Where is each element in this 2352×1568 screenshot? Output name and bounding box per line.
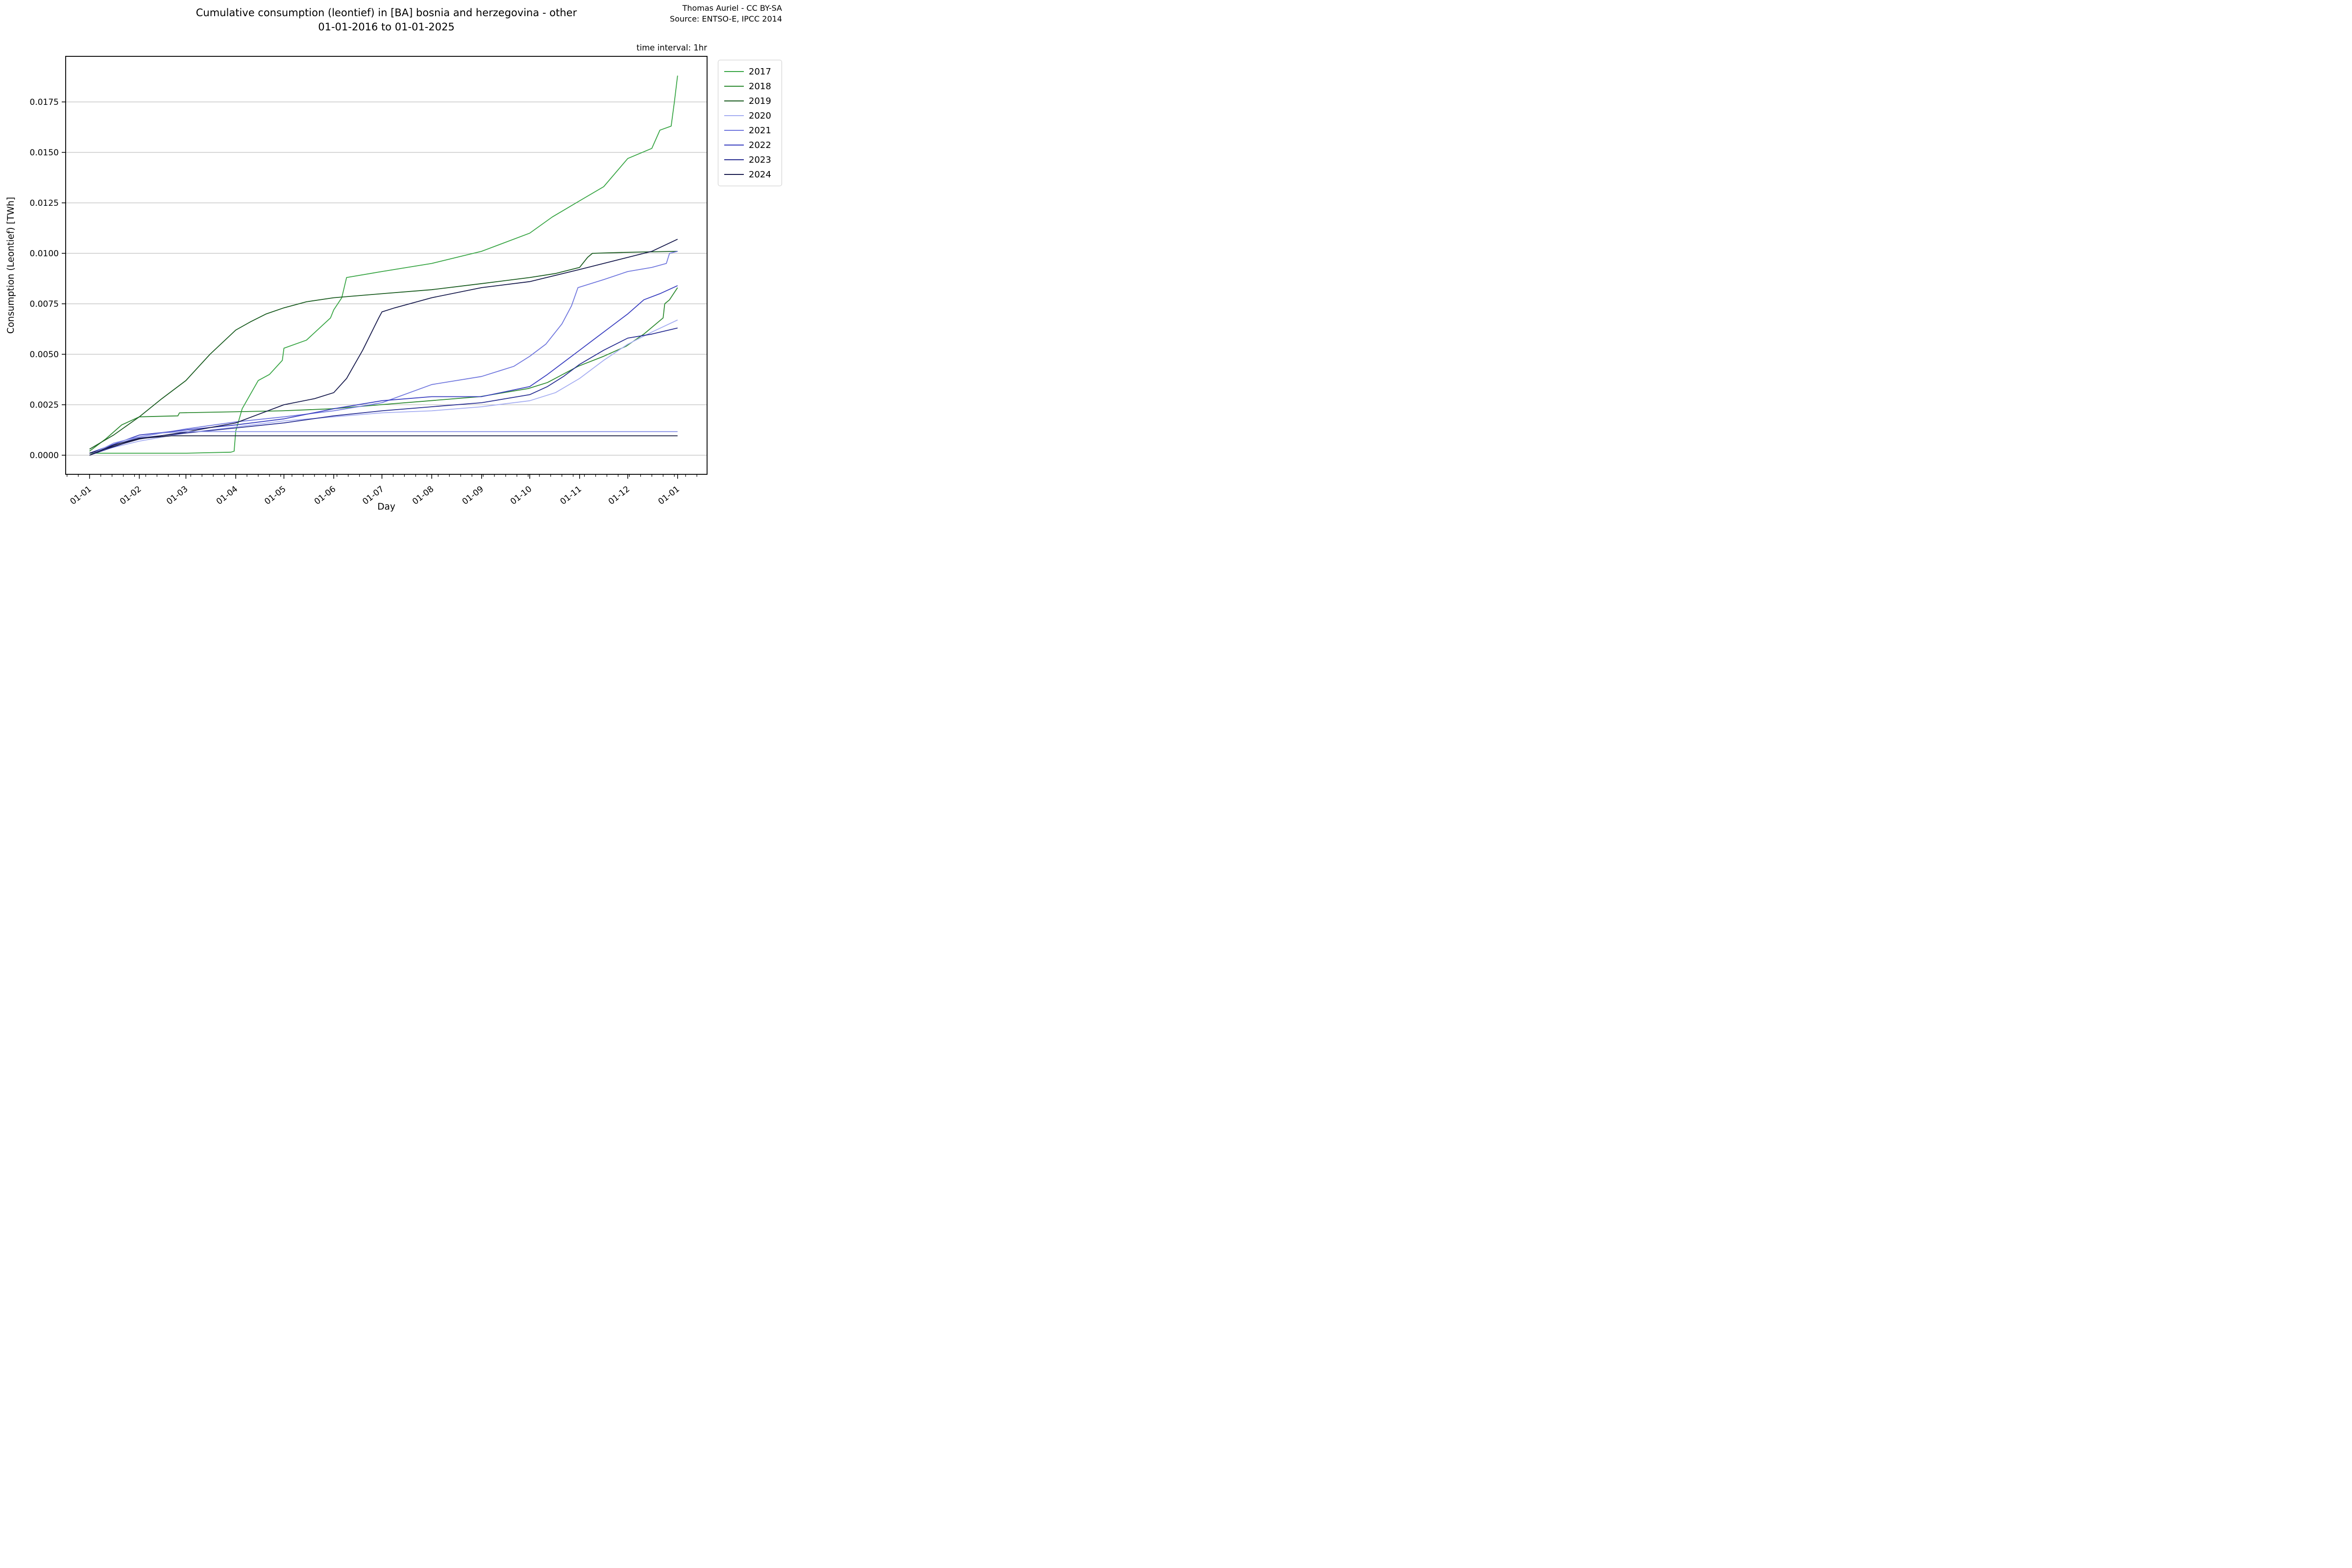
series-line-2020 <box>89 319 678 454</box>
x-tick-label-10: 01-11 <box>559 484 584 507</box>
legend: 2017 2018 2019 2020 2021 2022 2023 2024 <box>718 60 782 186</box>
series-line-2019 <box>89 251 678 450</box>
y-tick-label-0.0100: 0.0100 <box>30 249 59 259</box>
legend-line-swatch-2020 <box>724 115 744 116</box>
attribution: Thomas Auriel - CC BY-SA Source: ENTSO-E… <box>670 3 782 24</box>
attribution-author: Thomas Auriel - CC BY-SA <box>682 3 782 13</box>
legend-line-swatch-2022 <box>724 145 744 146</box>
figure-canvas: Cumulative consumption (leontief) in [BA… <box>0 0 784 523</box>
plot-area: 0.0000 0.0025 0.0050 0.0075 0.0100 0.0125 0.01… <box>6 56 708 512</box>
x-tick-label-12: 01-01 <box>657 484 682 507</box>
chart-title: Cumulative consumption (leontief) in [BA… <box>66 6 707 34</box>
series-line-2024 <box>89 239 678 454</box>
x-tick-label-2: 01-03 <box>165 484 190 507</box>
x-tick-label-9: 01-10 <box>509 484 534 507</box>
legend-label-2019: 2019 <box>749 96 771 106</box>
legend-item-2018: 2018 <box>724 81 777 92</box>
legend-line-swatch-2021 <box>724 130 744 131</box>
y-tick-label-0.0125: 0.0125 <box>30 198 59 208</box>
x-tick-label-0: 01-01 <box>69 484 94 507</box>
x-tick-label-1: 01-02 <box>118 484 143 507</box>
legend-item-2021: 2021 <box>724 125 777 136</box>
x-tick-label-7: 01-08 <box>411 484 436 507</box>
series-line-2023 <box>89 327 678 456</box>
x-tick-label-3: 01-04 <box>215 484 240 507</box>
legend-line-swatch-2023 <box>724 159 744 160</box>
chart-title-line2: 01-01-2016 to 01-01-2025 <box>318 21 455 33</box>
legend-line-swatch-2018 <box>724 86 744 87</box>
legend-label-2018: 2018 <box>749 81 771 92</box>
legend-line-swatch-2017 <box>724 71 744 72</box>
attribution-source: Source: ENTSO-E, IPCC 2014 <box>669 14 782 24</box>
legend-line-swatch-2024 <box>724 174 744 175</box>
legend-label-2024: 2024 <box>749 169 771 180</box>
y-tick-label-0.0050: 0.0050 <box>30 350 59 360</box>
time-interval-note: time interval: 1hr <box>637 43 707 52</box>
y-axis-label: Consumption (Leontief) [TWh] <box>6 197 16 334</box>
y-tick-label-0.0000: 0.0000 <box>30 451 59 461</box>
series-line-unlabeled-flat-navy <box>89 435 678 456</box>
series-line-2018 <box>89 287 678 452</box>
y-tick-label-0.0175: 0.0175 <box>30 98 59 107</box>
series-line-2017 <box>89 75 678 454</box>
y-tick-label-0.0150: 0.0150 <box>30 148 59 158</box>
legend-item-2017: 2017 <box>724 67 777 77</box>
series-line-2021 <box>89 251 678 454</box>
legend-item-2019: 2019 <box>724 96 777 106</box>
legend-label-2023: 2023 <box>749 154 771 165</box>
y-tick-label-0.0025: 0.0025 <box>30 400 59 410</box>
legend-label-2017: 2017 <box>749 66 771 77</box>
series-line-2022 <box>89 285 678 454</box>
y-tick-label-0.0075: 0.0075 <box>30 299 59 309</box>
legend-line-swatch-2019 <box>724 100 744 101</box>
legend-label-2021: 2021 <box>749 125 771 136</box>
legend-label-2022: 2022 <box>749 140 771 150</box>
legend-item-2023: 2023 <box>724 155 777 165</box>
chart-title-line1: Cumulative consumption (leontief) in [BA… <box>196 7 577 19</box>
legend-label-2020: 2020 <box>749 110 771 121</box>
x-tick-label-5: 01-06 <box>313 484 338 507</box>
x-tick-label-11: 01-12 <box>607 484 632 507</box>
legend-item-2020: 2020 <box>724 111 777 121</box>
legend-item-2022: 2022 <box>724 140 777 150</box>
x-tick-label-4: 01-05 <box>263 484 288 507</box>
x-tick-label-8: 01-09 <box>461 484 486 507</box>
x-axis-label: Day <box>377 502 395 512</box>
legend-item-2024: 2024 <box>724 170 777 180</box>
series-line-unlabeled-flat-periwinkle <box>89 431 678 456</box>
plot-frame <box>65 56 708 475</box>
